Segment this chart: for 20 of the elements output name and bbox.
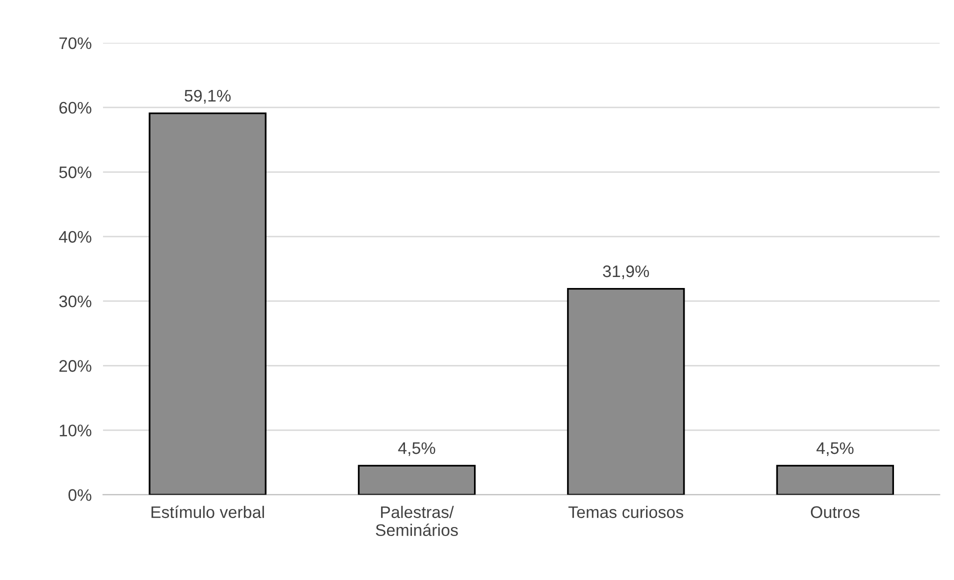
- x-tick-label: Estímulo verbal: [152, 506, 264, 518]
- bar: [776, 464, 894, 495]
- y-tick-label: 20%: [59, 360, 92, 372]
- bar: [148, 112, 266, 495]
- y-tick-label: 50%: [59, 166, 92, 178]
- y-tick-label: 10%: [60, 424, 92, 436]
- data-label: 31,9%: [602, 265, 649, 280]
- bar: [358, 464, 476, 495]
- x-tick-label: Temas curiosos: [568, 506, 684, 518]
- y-tick-label: 30%: [59, 296, 92, 308]
- bar: [567, 288, 685, 495]
- x-tick-label: Palestras/ Seminários: [376, 506, 458, 536]
- data-label: 59,1%: [184, 90, 231, 104]
- y-tick-label: 40%: [58, 230, 92, 243]
- data-label: 4,5%: [816, 442, 854, 456]
- y-tick-label: 70%: [59, 37, 92, 50]
- y-tick-label: 0%: [68, 489, 92, 501]
- y-tick-label: 60%: [59, 102, 92, 114]
- x-tick-label: Outros: [810, 506, 860, 518]
- data-label: 4,5%: [398, 442, 436, 456]
